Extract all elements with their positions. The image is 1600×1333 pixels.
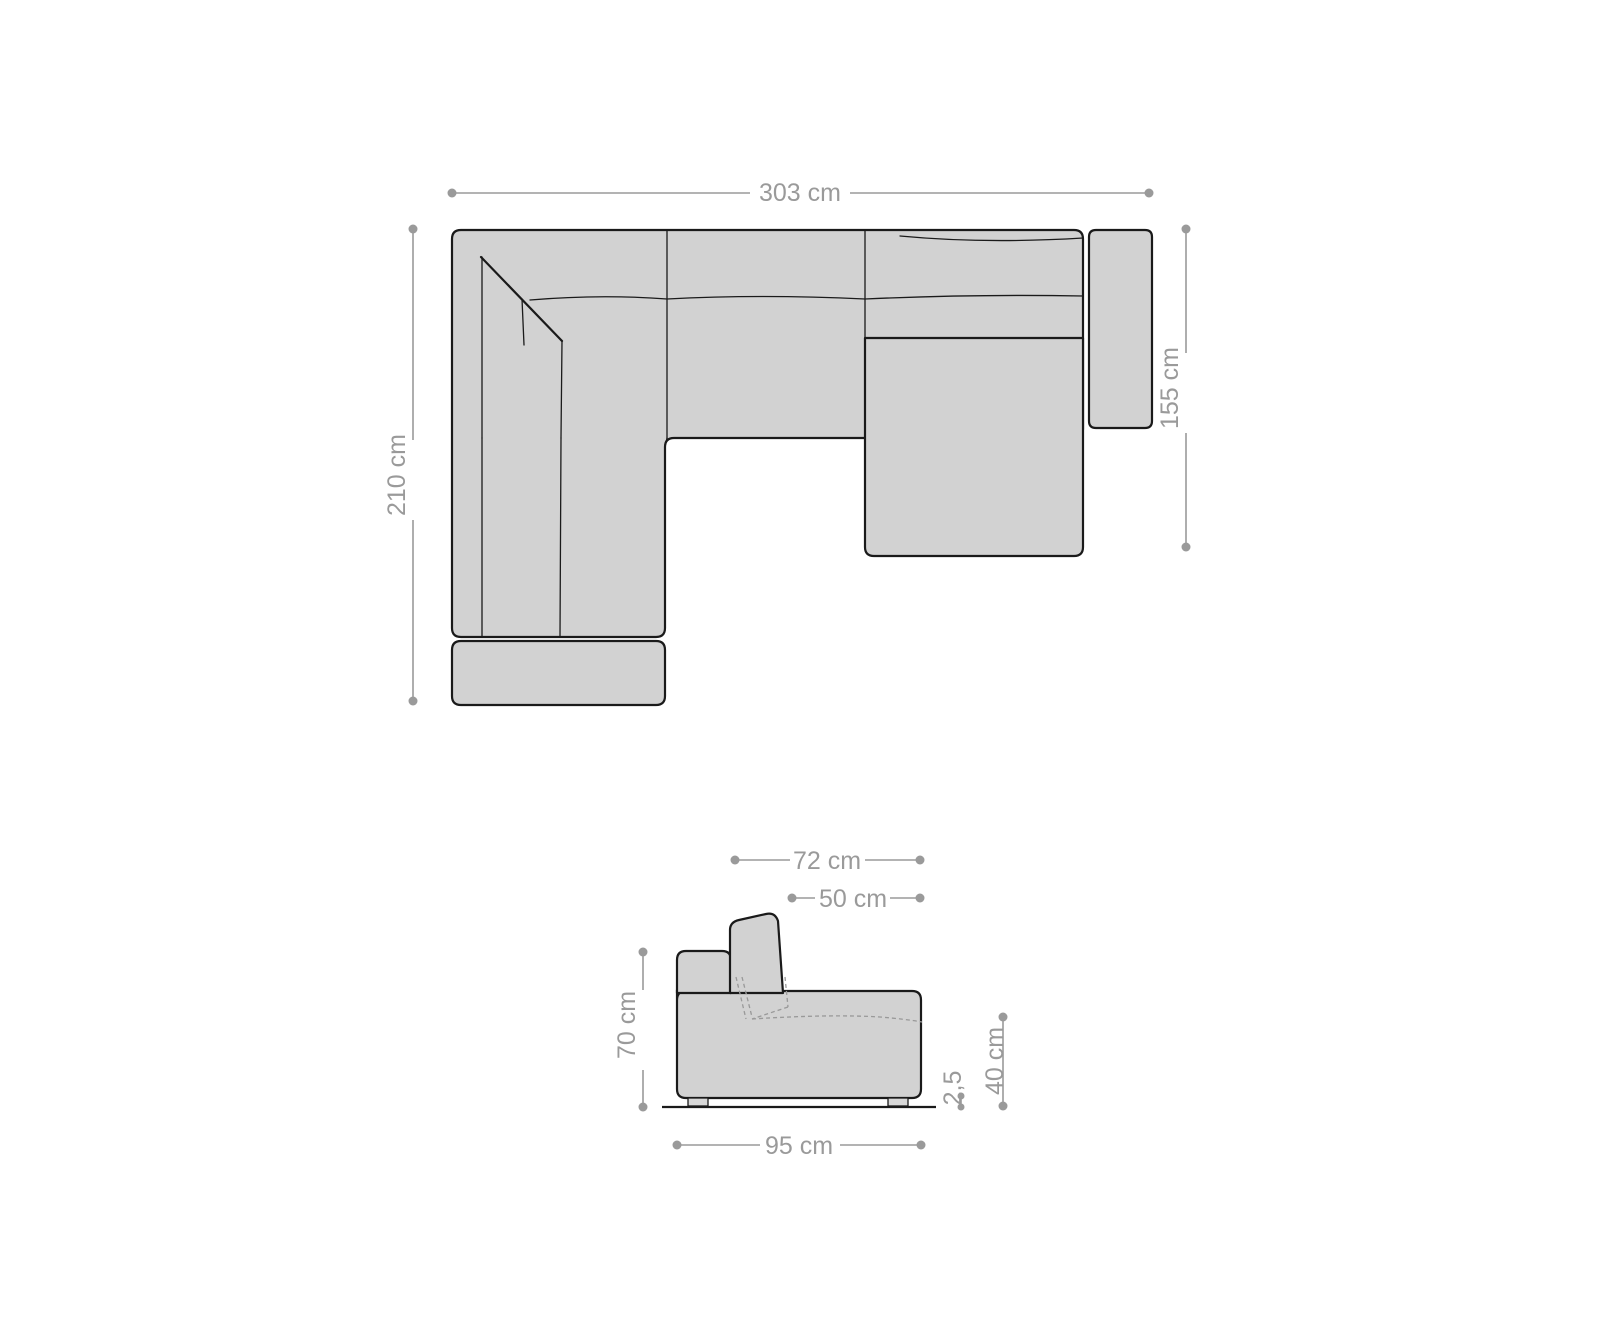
svg-text:155 cm: 155 cm (1156, 347, 1184, 429)
svg-text:2,5: 2,5 (939, 1071, 967, 1106)
svg-text:50 cm: 50 cm (819, 885, 887, 913)
svg-text:210 cm: 210 cm (383, 434, 411, 516)
svg-text:72 cm: 72 cm (793, 847, 861, 875)
svg-text:40 cm: 40 cm (981, 1027, 1009, 1095)
svg-text:70 cm: 70 cm (613, 991, 641, 1059)
svg-text:95 cm: 95 cm (765, 1132, 833, 1160)
svg-text:303 cm: 303 cm (759, 179, 841, 207)
